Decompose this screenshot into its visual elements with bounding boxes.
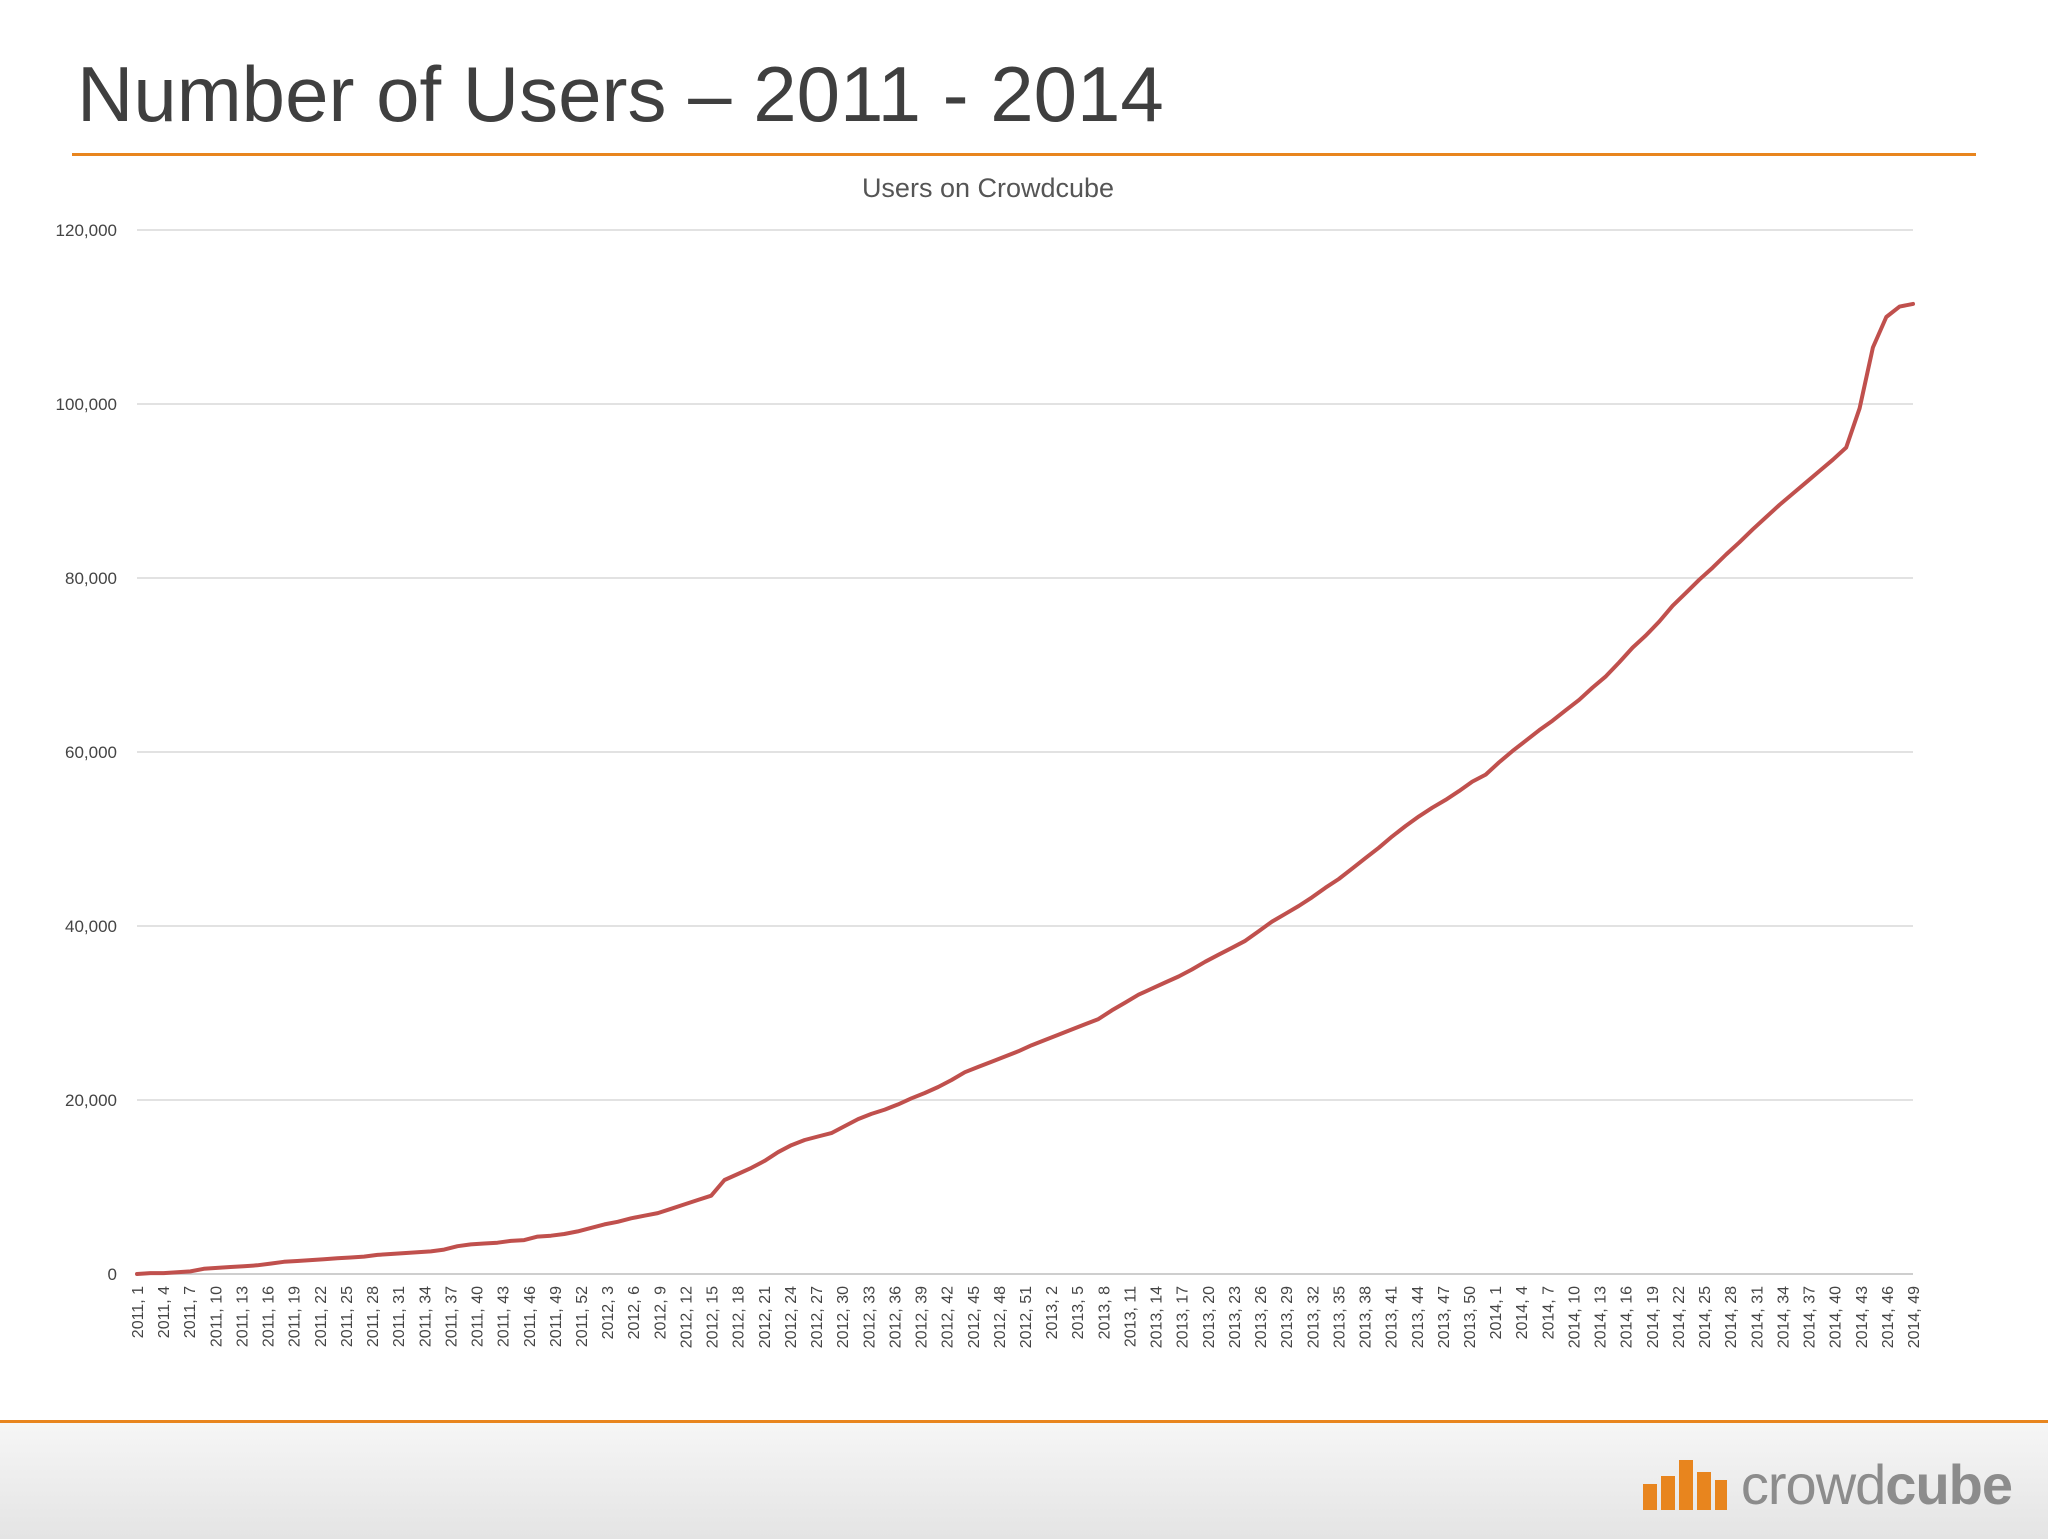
x-tick-label: 2011, 16 [261, 1286, 278, 1347]
series-line-users [135, 301, 1915, 1276]
x-tick-label: 2014, 25 [1697, 1286, 1714, 1348]
footer-bar: crowdcube [0, 1420, 2048, 1539]
x-tick-label: 2012, 12 [678, 1286, 695, 1348]
x-tick-label: 2014, 37 [1802, 1286, 1819, 1348]
x-tick-label: 2014, 22 [1671, 1286, 1688, 1348]
slide-title: Number of Users – 2011 - 2014 [77, 50, 1164, 138]
y-tick-label: 100,000 [56, 395, 117, 414]
x-tick-label: 2014, 4 [1514, 1286, 1531, 1339]
x-axis-tick-labels: 2011, 1 2011, 4 2011, 7 2011, 10 2011, 13 201… [130, 1286, 1923, 1348]
logo-wordmark: crowdcube [1741, 1457, 2013, 1513]
x-tick-label: 2011, 4 [156, 1286, 173, 1338]
x-tick-label: 2014, 28 [1723, 1286, 1740, 1348]
x-tick-label: 2011, 10 [208, 1286, 225, 1347]
x-tick-label: 2013, 29 [1279, 1286, 1296, 1348]
x-tick-label: 2012, 18 [731, 1286, 748, 1348]
x-tick-label: 2014, 7 [1540, 1286, 1557, 1339]
x-tick-label: 2013, 35 [1331, 1286, 1348, 1348]
x-tick-label: 2014, 10 [1566, 1286, 1583, 1348]
x-tick-label: 2014, 19 [1645, 1286, 1662, 1348]
x-tick-label: 2012, 30 [835, 1286, 852, 1348]
x-tick-label: 2013, 5 [1070, 1286, 1087, 1339]
x-tick-label: 2013, 14 [1149, 1286, 1166, 1348]
x-tick-label: 2014, 1 [1488, 1286, 1505, 1339]
title-divider [72, 153, 1976, 156]
x-tick-label: 2011, 49 [548, 1286, 565, 1347]
x-tick-label: 2014, 46 [1880, 1286, 1897, 1348]
x-tick-label: 2012, 51 [1018, 1286, 1035, 1348]
x-tick-label: 2013, 11 [1122, 1286, 1139, 1347]
x-tick-label: 2013, 38 [1358, 1286, 1375, 1348]
x-tick-label: 2013, 47 [1436, 1286, 1453, 1348]
x-tick-label: 2012, 48 [992, 1286, 1009, 1348]
y-tick-label: 60,000 [65, 743, 117, 762]
x-tick-label: 2013, 32 [1305, 1286, 1322, 1348]
chart-title: Users on Crowdcube [862, 173, 1114, 203]
x-tick-label: 2011, 25 [339, 1286, 356, 1347]
x-tick-label: 2012, 39 [914, 1286, 931, 1348]
x-tick-label: 2012, 27 [809, 1286, 826, 1348]
x-tick-label: 2014, 31 [1749, 1286, 1766, 1348]
x-tick-label: 2011, 43 [496, 1286, 513, 1347]
x-tick-label: 2011, 22 [313, 1286, 330, 1347]
x-tick-label: 2011, 46 [522, 1286, 539, 1347]
x-tick-label: 2011, 1 [130, 1286, 147, 1338]
x-tick-label: 2011, 7 [182, 1286, 199, 1338]
logo-text-bold: cube [1885, 1453, 2013, 1516]
x-tick-label: 2012, 21 [757, 1286, 774, 1348]
x-tick-label: 2011, 13 [234, 1286, 251, 1347]
x-tick-label: 2012, 15 [705, 1286, 722, 1348]
x-tick-label: 2013, 41 [1384, 1286, 1401, 1348]
users-line-chart: Users on Crowdcube 0 20,000 40,000 60,000 80… [56, 173, 1923, 1348]
x-tick-label: 2011, 19 [287, 1286, 304, 1347]
x-tick-label: 2011, 40 [470, 1286, 487, 1347]
y-axis-tick-labels: 0 20,000 40,000 60,000 80,000 100,000 120,000 [56, 221, 117, 1284]
x-tick-label: 2013, 44 [1410, 1286, 1427, 1348]
x-tick-label: 2012, 33 [861, 1286, 878, 1348]
x-tick-label: 2014, 43 [1854, 1286, 1871, 1348]
x-tick-label: 2013, 20 [1201, 1286, 1218, 1348]
x-tick-label: 2014, 40 [1828, 1286, 1845, 1348]
crowdcube-logo: crowdcube [1642, 1457, 2013, 1513]
x-tick-label: 2013, 50 [1462, 1286, 1479, 1348]
x-tick-label: 2014, 16 [1619, 1286, 1636, 1348]
x-tick-label: 2012, 45 [966, 1286, 983, 1348]
x-tick-label: 2014, 34 [1775, 1286, 1792, 1348]
x-tick-label: 2014, 49 [1906, 1286, 1923, 1348]
x-tick-label: 2013, 2 [1044, 1286, 1061, 1339]
y-tick-label: 40,000 [65, 917, 117, 936]
x-tick-label: 2014, 13 [1593, 1286, 1610, 1348]
x-tick-label: 2013, 17 [1175, 1286, 1192, 1348]
x-tick-label: 2013, 8 [1096, 1286, 1113, 1339]
series-group [135, 301, 1915, 1276]
x-tick-label: 2012, 9 [652, 1286, 669, 1339]
x-tick-label: 2011, 52 [574, 1286, 591, 1347]
y-tick-label: 120,000 [56, 221, 117, 240]
x-tick-label: 2012, 24 [783, 1286, 800, 1348]
x-tick-label: 2011, 28 [365, 1286, 382, 1347]
x-tick-label: 2012, 36 [887, 1286, 904, 1348]
logo-text-light: crowd [1740, 1453, 1886, 1516]
crowdcube-bars-logo-icon [1642, 1460, 1727, 1510]
x-tick-label: 2012, 6 [626, 1286, 643, 1339]
x-tick-label: 2011, 31 [391, 1286, 408, 1347]
x-tick-label: 2012, 42 [940, 1286, 957, 1348]
x-tick-label: 2012, 3 [600, 1286, 617, 1339]
y-tick-label: 0 [108, 1265, 117, 1284]
x-tick-label: 2011, 37 [443, 1286, 460, 1347]
x-tick-label: 2011, 34 [417, 1286, 434, 1347]
y-tick-label: 80,000 [65, 569, 117, 588]
x-tick-label: 2013, 23 [1227, 1286, 1244, 1348]
gridlines [137, 229, 1913, 1275]
y-tick-label: 20,000 [65, 1091, 117, 1110]
x-tick-label: 2013, 26 [1253, 1286, 1270, 1348]
